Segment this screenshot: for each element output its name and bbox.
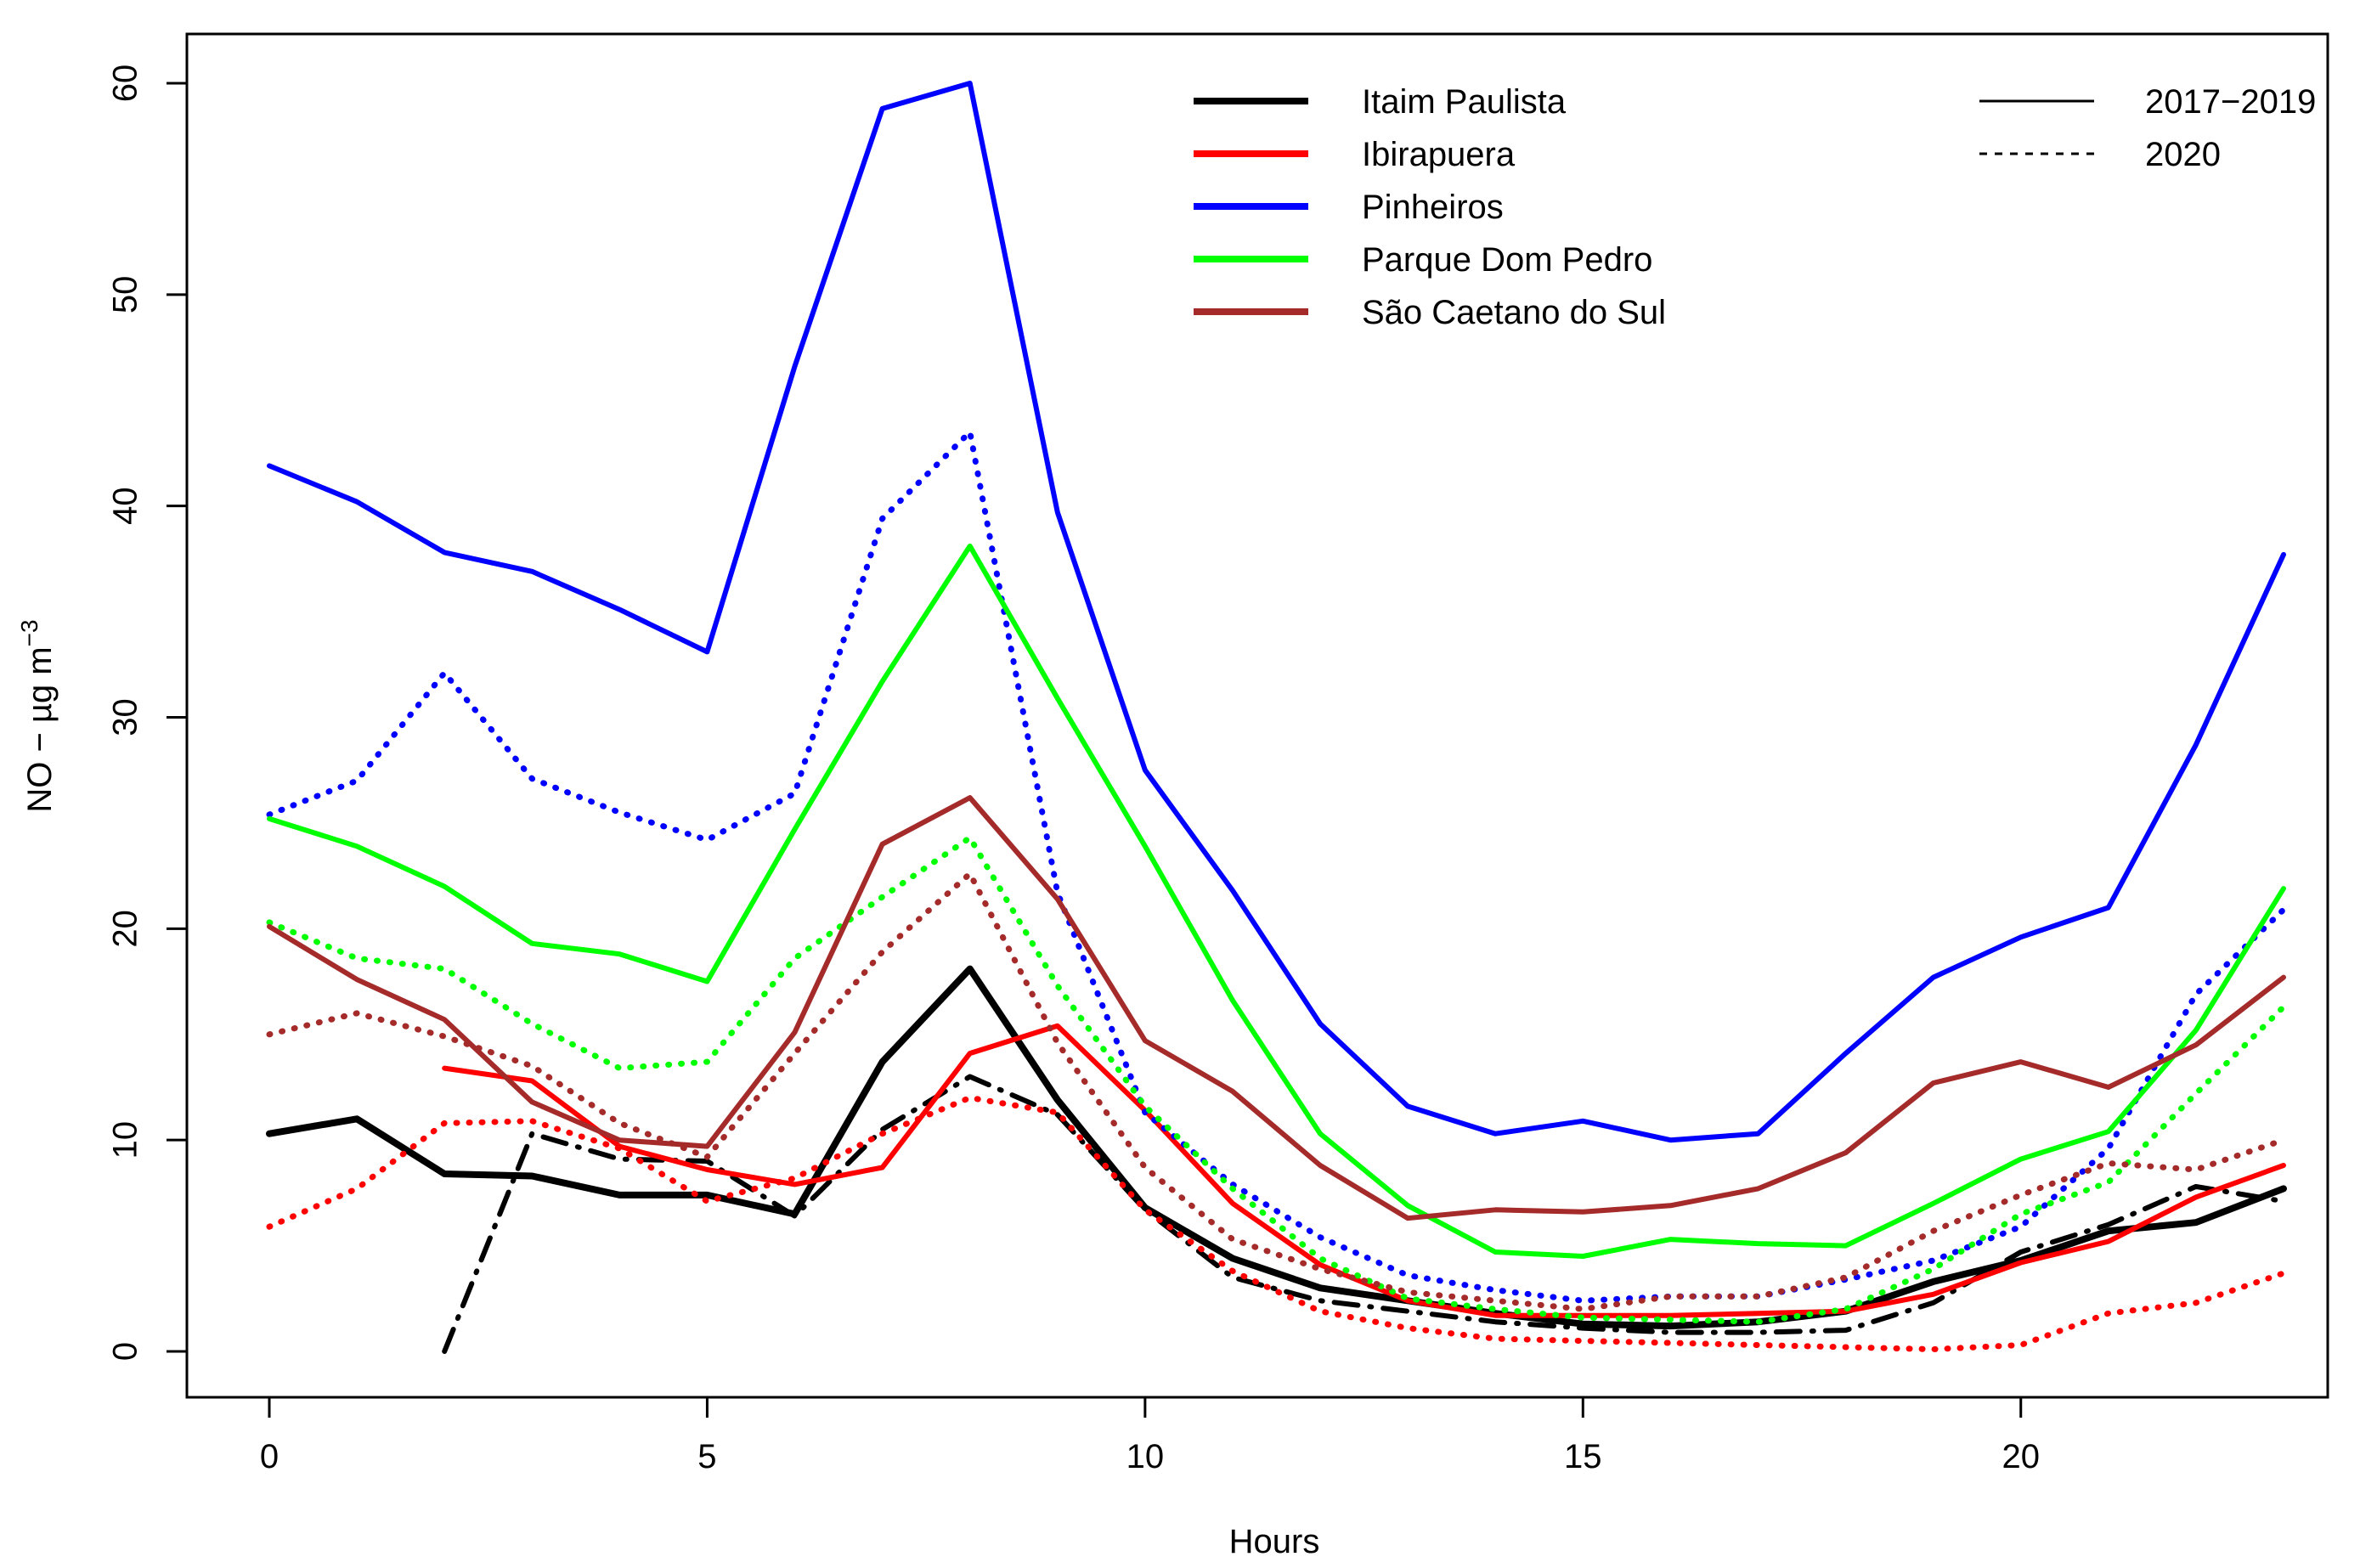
plot-frame xyxy=(185,32,2329,1399)
y-tick-label: 10 xyxy=(107,1121,144,1159)
series-ibirapuera-2020 xyxy=(266,1094,2287,1352)
x-tick-label: 0 xyxy=(260,1438,279,1475)
legend-label-itaim-paulista: Itaim Paulista xyxy=(1362,83,1567,121)
series-pinheiros-2020 xyxy=(266,429,2287,1304)
y-axis-title-superscript: −3 xyxy=(16,619,42,646)
legend-label-ibirapuera: Ibirapuera xyxy=(1362,136,1516,173)
y-tick-label: 50 xyxy=(107,276,144,314)
legend-label-period-0: 2017−2019 xyxy=(2145,83,2316,121)
x-tick-label: 10 xyxy=(1126,1438,1165,1475)
series-parque-dom-pedro-2020 xyxy=(266,834,2287,1325)
y-tick-label: 0 xyxy=(107,1342,144,1361)
series-itaim-paulista-2020 xyxy=(442,1074,2286,1354)
series-pinheiros-baseline xyxy=(267,81,2286,1143)
y-axis: 0 10 20 30 40 50 60 xyxy=(107,65,187,1361)
x-tick-label: 5 xyxy=(697,1438,716,1475)
x-tick-label: 20 xyxy=(2002,1438,2040,1475)
series-sao-caetano-do-sul-baseline xyxy=(267,795,2286,1221)
y-axis-title-main: NO − µg m xyxy=(21,646,59,812)
series-layer xyxy=(266,81,2287,1354)
x-tick-label: 15 xyxy=(1564,1438,1602,1475)
legend-label-parque-dom-pedro: Parque Dom Pedro xyxy=(1362,241,1652,279)
legend-periods: 2017−2019 2020 xyxy=(1979,83,2316,173)
x-axis: 0 5 10 15 20 xyxy=(260,1397,2040,1475)
legend-stations: Itaim Paulista Ibirapuera Pinheiros Parque … xyxy=(1194,83,1666,331)
legend-label-sao-caetano-do-sul: São Caetano do Sul xyxy=(1362,294,1666,331)
legend-label-pinheiros: Pinheiros xyxy=(1362,189,1504,226)
series-itaim-paulista-baseline xyxy=(266,965,2287,1330)
series-sao-caetano-do-sul-2020 xyxy=(266,871,2287,1312)
legend-label-period-1: 2020 xyxy=(2145,136,2221,173)
x-axis-title: Hours xyxy=(1229,1523,1320,1560)
y-tick-label: 30 xyxy=(107,698,144,736)
y-axis-title: NO − µg m−3 xyxy=(16,619,59,812)
y-tick-label: 40 xyxy=(107,487,144,525)
series-parque-dom-pedro-baseline xyxy=(267,543,2286,1259)
y-tick-label: 20 xyxy=(107,910,144,948)
y-tick-label: 60 xyxy=(107,65,144,103)
